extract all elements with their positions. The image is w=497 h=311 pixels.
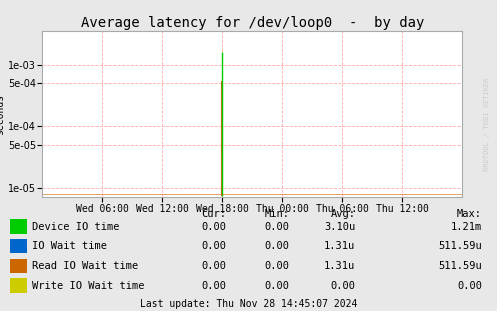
Text: IO Wait time: IO Wait time: [32, 241, 107, 251]
Text: 0.00: 0.00: [264, 281, 289, 291]
Text: 511.59u: 511.59u: [438, 241, 482, 251]
Bar: [10, 258, 27, 273]
Text: 0.00: 0.00: [264, 222, 289, 232]
Text: 1.31u: 1.31u: [324, 261, 355, 271]
Text: Avg:: Avg:: [331, 209, 355, 220]
Text: 0.00: 0.00: [201, 261, 226, 271]
Text: 0.00: 0.00: [264, 241, 289, 251]
Text: 0.00: 0.00: [201, 222, 226, 232]
Title: Average latency for /dev/loop0  -  by day: Average latency for /dev/loop0 - by day: [81, 16, 424, 30]
Bar: [10, 239, 27, 253]
Text: 3.10u: 3.10u: [324, 222, 355, 232]
Text: Device IO time: Device IO time: [32, 222, 120, 232]
Text: Write IO Wait time: Write IO Wait time: [32, 281, 145, 291]
Text: 0.00: 0.00: [457, 281, 482, 291]
Text: 0.00: 0.00: [264, 261, 289, 271]
Text: Read IO Wait time: Read IO Wait time: [32, 261, 139, 271]
Bar: [10, 278, 27, 293]
Text: RRDTOOL / TOBI OETIKER: RRDTOOL / TOBI OETIKER: [484, 78, 490, 171]
Y-axis label: seconds: seconds: [0, 94, 5, 135]
Text: 0.00: 0.00: [201, 241, 226, 251]
Text: 0.00: 0.00: [201, 281, 226, 291]
Bar: [10, 219, 27, 234]
Text: 1.31u: 1.31u: [324, 241, 355, 251]
Text: Max:: Max:: [457, 209, 482, 220]
Text: 0.00: 0.00: [331, 281, 355, 291]
Text: 511.59u: 511.59u: [438, 261, 482, 271]
Text: Last update: Thu Nov 28 14:45:07 2024: Last update: Thu Nov 28 14:45:07 2024: [140, 299, 357, 309]
Text: Cur:: Cur:: [201, 209, 226, 220]
Text: Min:: Min:: [264, 209, 289, 220]
Text: 1.21m: 1.21m: [451, 222, 482, 232]
